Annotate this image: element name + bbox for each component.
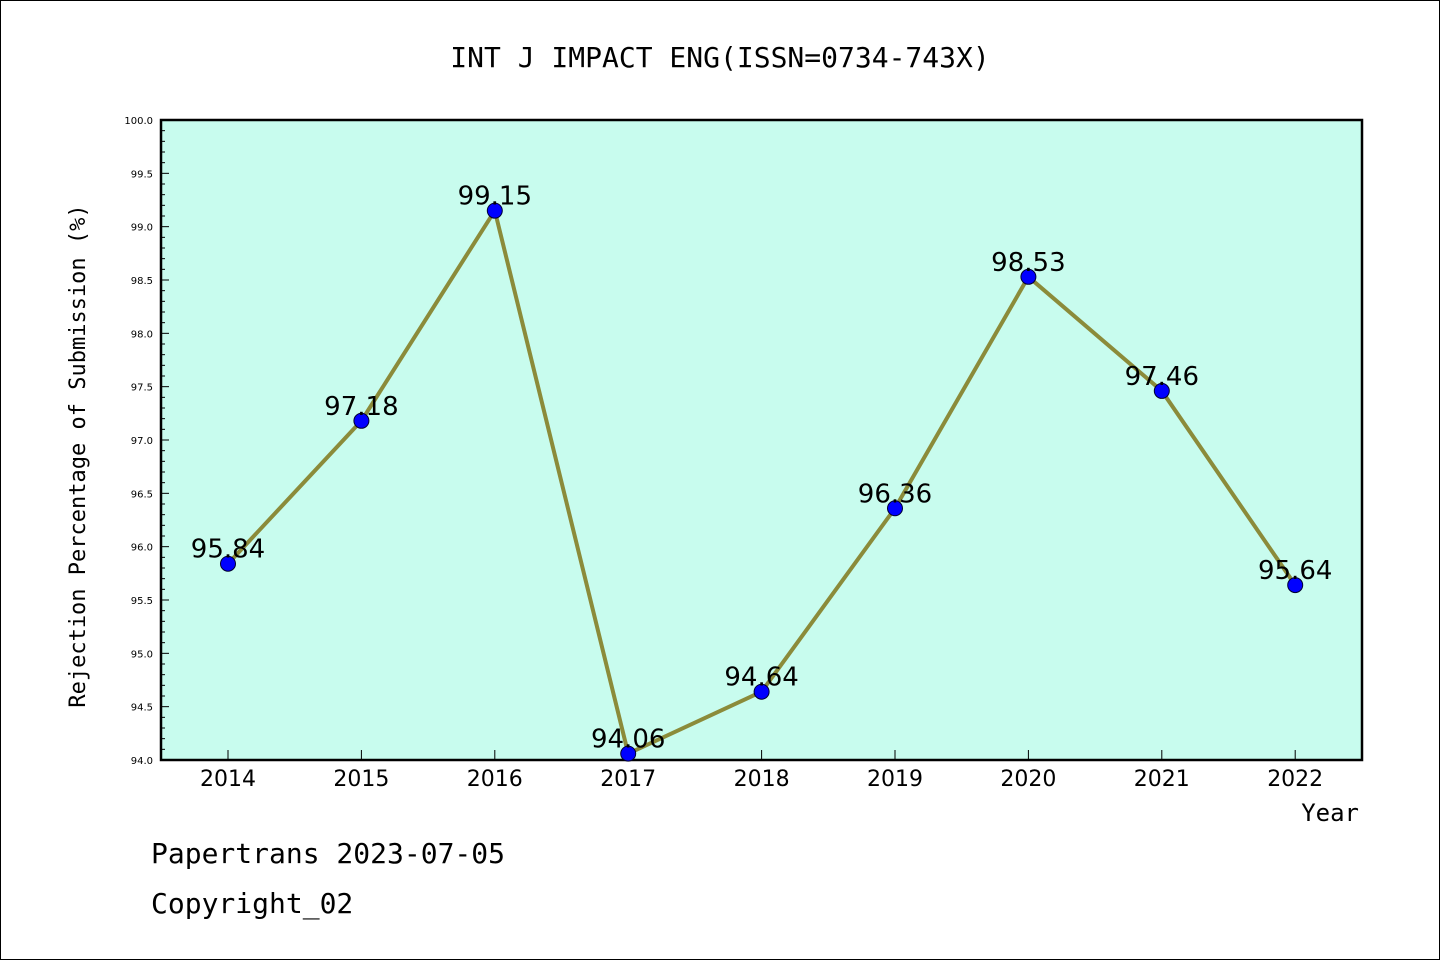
y-tick-label: 100.0	[124, 116, 153, 127]
data-point	[887, 500, 903, 517]
data-label: 95.84	[191, 535, 265, 565]
y-tick-label: 95.5	[131, 596, 153, 607]
x-tick-label: 2015	[333, 767, 389, 792]
data-point	[353, 412, 370, 429]
y-tick-label: 94.5	[131, 703, 153, 714]
data-point	[1153, 382, 1170, 399]
x-tick-label: 2021	[1134, 767, 1190, 792]
data-label: 99.15	[458, 182, 532, 212]
x-tick-label: 2018	[734, 767, 790, 792]
y-tick-label: 94.0	[131, 756, 153, 767]
x-tick-label: 2022	[1267, 767, 1323, 792]
x-tick-label: 2019	[867, 767, 923, 792]
y-tick-label: 96.0	[131, 543, 153, 554]
x-tick-label: 2014	[200, 767, 256, 792]
chart-title: INT J IMPACT ENG(ISSN=0734-743X)	[450, 41, 989, 74]
data-point	[1020, 268, 1037, 285]
y-tick-label: 95.0	[131, 649, 153, 660]
y-tick-label: 98.0	[131, 329, 153, 340]
data-point	[220, 555, 236, 572]
data-label: 97.46	[1125, 362, 1199, 392]
data-label: 97.18	[324, 392, 398, 422]
x-axis-label: Year	[1301, 799, 1359, 827]
data-point	[1287, 577, 1304, 594]
data-labels: 95.84 97.18 99.15 94.06 94.64 96.36 98.53 97.46…	[191, 182, 1333, 755]
plot-area	[159, 118, 1364, 762]
x-tick-label: 2016	[467, 767, 523, 792]
x-tick-label: 2020	[1000, 767, 1056, 792]
y-tick-label: 99.5	[131, 169, 153, 180]
footer-copyright: Copyright_02	[151, 887, 354, 920]
data-label: 94.06	[591, 725, 665, 755]
data-label: 96.36	[858, 479, 932, 509]
y-tick-label: 98.5	[131, 276, 153, 287]
footer-date: Papertrans 2023-07-05	[151, 837, 506, 870]
y-axis-label: Rejection Percentage of Submission (%)	[66, 204, 91, 707]
data-label: 95.64	[1258, 556, 1332, 586]
data-point	[753, 683, 770, 700]
data-label: 98.53	[991, 248, 1065, 278]
y-tick-label: 97.0	[131, 436, 153, 447]
y-axis: 94.0 94.5 95.0 95.5 96.0 96.5 97.0 97.5 98.0 98.5…	[124, 116, 169, 767]
data-point	[620, 745, 637, 762]
x-tick-label: 2017	[600, 767, 656, 792]
y-tick-label: 96.5	[131, 489, 153, 500]
x-axis: 2014 2015 2016 2017 2018 2019 2020 2021 2022	[200, 750, 1323, 792]
y-tick-label: 99.0	[131, 223, 153, 234]
y-tick-label: 97.5	[131, 383, 153, 394]
series-markers	[220, 202, 1304, 762]
data-point	[486, 202, 503, 219]
data-label: 94.64	[724, 663, 798, 693]
